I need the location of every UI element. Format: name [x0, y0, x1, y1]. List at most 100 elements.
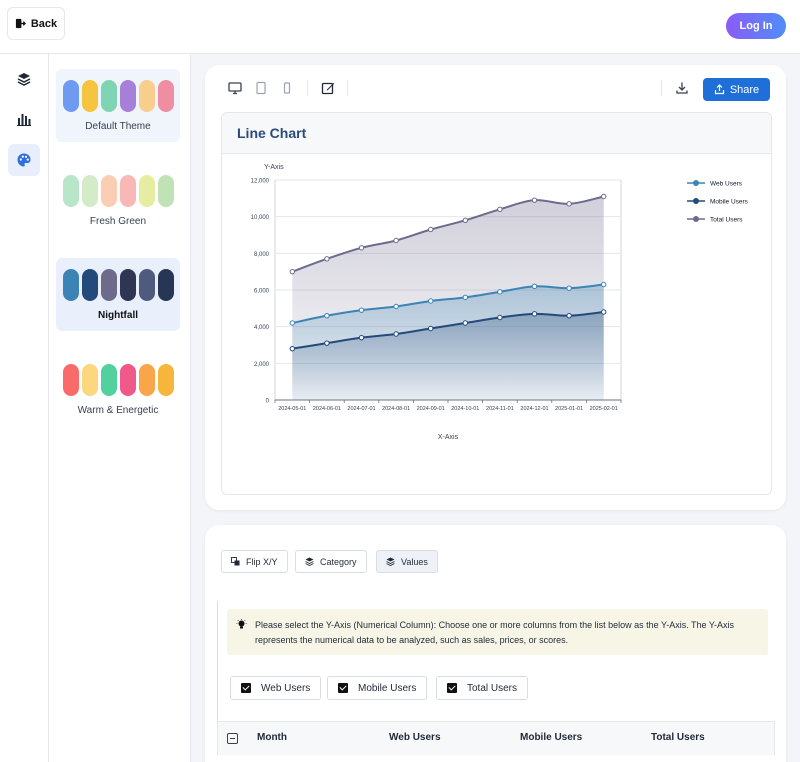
category-button[interactable]: Category	[295, 550, 367, 573]
theme-card-nightfall[interactable]: Nightfall	[56, 258, 180, 331]
data-point	[601, 281, 607, 288]
data-point	[289, 268, 296, 275]
select-all-toggle[interactable]	[227, 733, 238, 744]
data-point	[601, 309, 607, 315]
flip-icon	[231, 557, 240, 566]
checkbox-checked[interactable]	[338, 683, 348, 693]
theme-swatches	[63, 80, 174, 112]
data-point	[324, 312, 330, 319]
desktop-icon	[228, 82, 242, 95]
theme-card-fresh-green[interactable]: Fresh Green	[56, 164, 180, 237]
chart-frame: Line Chart 0 2,000 4,000 6,000 8,000 10,000 12…	[221, 112, 772, 495]
column-header-web-users[interactable]: Web Users	[389, 732, 441, 743]
chart-title: Line Chart	[222, 113, 771, 154]
x-tick-label: 2024-06-01	[313, 406, 341, 412]
data-point	[531, 283, 538, 290]
x-axis-label: X-Axis	[438, 434, 459, 441]
color-swatch	[158, 364, 174, 396]
color-swatch	[101, 269, 117, 301]
legend-marker	[693, 180, 699, 186]
data-point	[358, 245, 365, 251]
y-tick-label: 4,000	[254, 325, 270, 331]
rail-item-layers[interactable]	[8, 63, 40, 95]
data-point	[462, 294, 469, 301]
column-header-total-users[interactable]: Total Users	[651, 732, 705, 743]
desktop-view-button[interactable]	[227, 80, 243, 96]
data-point	[428, 298, 434, 304]
column-header-month[interactable]: Month	[257, 732, 287, 743]
theme-name: Fresh Green	[89, 216, 147, 227]
color-swatch	[158, 175, 174, 207]
column-chip-total-users[interactable]: Total Users	[436, 676, 529, 700]
toolbar-divider	[307, 80, 308, 96]
x-tick-label: 2024-12-01	[520, 406, 548, 412]
data-point	[324, 340, 330, 346]
legend-marker	[693, 216, 699, 222]
x-tick-label: 2024-09-01	[417, 406, 445, 412]
color-swatch	[101, 364, 117, 396]
color-swatch	[82, 80, 98, 112]
flip-xy-button[interactable]: Flip X/Y	[221, 550, 288, 573]
layers-icon	[305, 557, 314, 566]
table-header: Month Web Users Mobile Users Total Users	[217, 721, 775, 755]
y-axis-label: Y-Axis	[264, 164, 284, 171]
legend-item: Total Users	[687, 216, 743, 224]
checkbox-checked[interactable]	[241, 683, 251, 693]
back-label: Back	[30, 17, 58, 30]
legend-label: Total Users	[710, 217, 743, 224]
data-point	[566, 285, 572, 291]
data-point	[462, 217, 469, 224]
chart-card: Share Line Chart 0 2,000 4,000 6,000 8,000 10…	[205, 65, 786, 510]
checkbox-checked[interactable]	[447, 683, 457, 693]
data-point	[566, 312, 572, 319]
rail-item-theme[interactable]	[8, 144, 40, 176]
color-swatch	[82, 269, 98, 301]
data-point	[601, 193, 607, 200]
theme-swatches	[63, 364, 174, 396]
data-point	[531, 197, 538, 203]
theme-card-default[interactable]: Default Theme	[56, 69, 180, 142]
column-chip-web-users[interactable]: Web Users	[230, 676, 322, 700]
x-tick-label: 2024-10-01	[451, 406, 479, 412]
rail-item-chart[interactable]	[8, 103, 40, 135]
x-tick-label: 2024-07-01	[347, 406, 375, 412]
legend-label: Mobile Users	[710, 199, 749, 206]
y-tick-label: 6,000	[254, 289, 270, 295]
data-point	[531, 311, 538, 317]
tablet-icon	[256, 81, 266, 95]
values-button[interactable]: Values	[376, 550, 438, 573]
color-swatch	[139, 269, 155, 301]
color-swatch	[82, 364, 98, 396]
y-axis-notice: Please select the Y-Axis (Numerical Colu…	[227, 609, 768, 655]
color-swatch	[139, 80, 155, 112]
share-button[interactable]: Share	[703, 78, 770, 101]
tablet-view-button[interactable]	[253, 80, 269, 96]
y-tick-label: 12,000	[251, 179, 270, 185]
theme-name: Warm & Energetic	[77, 405, 159, 416]
data-point	[497, 289, 503, 295]
category-label: Category	[320, 556, 357, 567]
color-swatch	[63, 364, 79, 396]
data-point	[358, 307, 365, 313]
login-button[interactable]: Log In	[726, 13, 786, 39]
color-swatch	[139, 364, 155, 396]
theme-card-warm-energetic[interactable]: Warm & Energetic	[56, 353, 180, 426]
column-chip-mobile-users[interactable]: Mobile Users	[327, 676, 428, 700]
y-tick-label: 10,000	[251, 215, 270, 221]
color-swatch	[120, 175, 136, 207]
mobile-view-button[interactable]	[279, 80, 295, 96]
column-label: Web Users	[261, 682, 311, 694]
edit-icon	[321, 82, 335, 95]
x-tick-label: 2024-08-01	[382, 406, 410, 412]
download-button[interactable]	[674, 80, 690, 96]
data-point	[566, 201, 572, 207]
color-swatch	[120, 80, 136, 112]
lightbulb-icon	[236, 619, 247, 629]
color-swatch	[82, 175, 98, 207]
legend-item: Web Users	[687, 180, 743, 188]
edit-button[interactable]	[320, 80, 336, 96]
series-line	[291, 195, 604, 273]
back-button[interactable]: Back	[7, 7, 65, 40]
y-tick-label: 8,000	[254, 252, 270, 258]
column-header-mobile-users[interactable]: Mobile Users	[520, 732, 583, 743]
